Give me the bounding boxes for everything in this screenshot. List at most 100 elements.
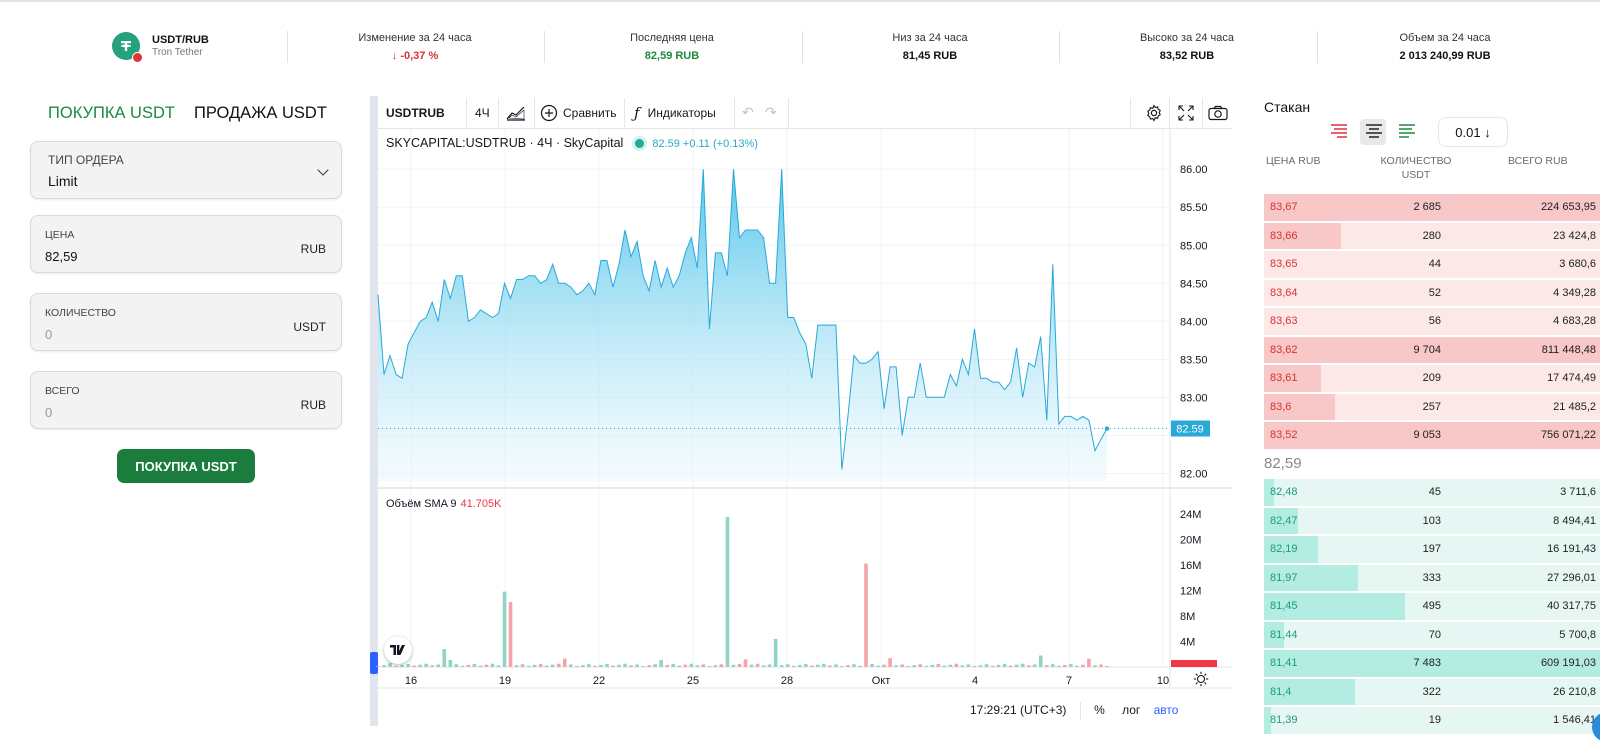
percent-toggle[interactable]: %: [1094, 703, 1105, 718]
ask-row[interactable]: 83,62 9 704 811 448,48: [1264, 336, 1600, 365]
depth-bar: [1264, 194, 1600, 221]
y-tick-label: 83.00: [1180, 392, 1208, 404]
volume-bar: [587, 664, 591, 667]
bid-row[interactable]: 82,19 197 16 191,43: [1264, 535, 1600, 564]
volume-bar: [846, 665, 850, 667]
plus-circle-icon: [540, 104, 558, 121]
orderbook-title: Стакан: [1264, 99, 1311, 115]
compare-button[interactable]: Сравнить: [540, 96, 616, 129]
ask-row[interactable]: 83,52 9 053 756 071,22: [1264, 421, 1600, 450]
indicators-button[interactable]: ƒ Индикаторы: [634, 96, 716, 129]
volume-bar: [466, 664, 471, 667]
row-background: [1264, 308, 1600, 335]
redo-icon[interactable]: ↷: [765, 104, 777, 120]
both-sides-icon[interactable]: [1364, 123, 1384, 141]
coin-selector[interactable]: USDT/RUB Tron Tether: [112, 32, 209, 63]
camera-icon[interactable]: [1208, 96, 1228, 129]
ask-row[interactable]: 83,66 280 23 424,8: [1264, 222, 1600, 251]
volume-bar: [743, 659, 748, 667]
bid-row[interactable]: 81,97 333 27 296,01: [1264, 564, 1600, 593]
price-input[interactable]: 82,59: [45, 249, 78, 264]
volume-bar: [1002, 663, 1007, 667]
ask-row[interactable]: 83,63 56 4 683,28: [1264, 307, 1600, 336]
total-field[interactable]: ВСЕГО 0 RUB: [30, 371, 342, 429]
volume-bar: [990, 665, 995, 667]
volume-bar: [888, 658, 892, 667]
chart-canvas[interactable]: 82.59 86.00 85.50 85.00 84.50 84.00 83.50 83.00…: [370, 96, 1232, 726]
volume-bar: [779, 665, 784, 667]
volume-bar: [1050, 664, 1055, 667]
volume-tick-label: 4M: [1180, 636, 1195, 648]
volume-bar: [659, 659, 663, 667]
volume-bar: [490, 663, 495, 667]
ask-row[interactable]: 83,67 2 685 224 653,95: [1264, 193, 1600, 222]
volume-bar: [502, 591, 507, 667]
depth-bar: [1264, 336, 1600, 363]
chat-widget-button[interactable]: [1592, 712, 1600, 742]
quantity-field[interactable]: КОЛИЧЕСТВО 0 USDT: [30, 293, 342, 351]
row-total: 17 474,49: [1547, 372, 1596, 384]
buy-button[interactable]: ПОКУПКА USDT: [117, 449, 255, 483]
total-input[interactable]: 0: [45, 405, 53, 420]
chart-type-icon[interactable]: [506, 96, 526, 129]
auto-toggle[interactable]: авто: [1153, 703, 1179, 718]
settings-gear-icon[interactable]: [1145, 96, 1163, 129]
tradingview-logo-icon[interactable]: [384, 636, 412, 664]
row-price: 81,45: [1270, 600, 1298, 612]
volume-bar: [840, 666, 844, 667]
volume-bar: [870, 663, 874, 667]
orderbook-view-toggles: [1323, 117, 1423, 147]
symbol-search-button[interactable]: USDTRUB: [386, 105, 445, 120]
row-quantity: 495: [1422, 600, 1441, 612]
log-toggle[interactable]: лог: [1122, 703, 1141, 718]
bids-only-icon[interactable]: [1397, 123, 1417, 141]
row-price: 81,97: [1270, 571, 1298, 584]
volume-bar: [1081, 664, 1085, 667]
volume-bar: [647, 665, 651, 667]
volume-bar: [448, 659, 453, 667]
row-total: 3 711,6: [1560, 486, 1596, 498]
bid-row[interactable]: 82,47 103 8 494,41: [1264, 507, 1600, 536]
undo-icon[interactable]: ↶: [742, 104, 754, 120]
quantity-input[interactable]: 0: [45, 327, 53, 342]
bid-row[interactable]: 82,48 45 3 711,6: [1264, 478, 1600, 507]
bid-row[interactable]: 81,41 7 483 609 191,03: [1264, 649, 1600, 678]
quantity-label: КОЛИЧЕСТВО: [45, 307, 116, 319]
tab-buy[interactable]: ПОКУПКА USDT: [48, 104, 175, 122]
ask-row[interactable]: 83,64 52 4 349,28: [1264, 279, 1600, 308]
depth-bar: [1264, 707, 1271, 734]
expand-toolbar-button[interactable]: [370, 652, 378, 674]
volume-legend: Объём SMA 9 41.705K: [386, 498, 502, 510]
orderbook-bids: 82,48 45 3 711,6 82,47 103 8 494,41 82,19 197 16…: [1264, 478, 1600, 735]
bid-row[interactable]: 81,4 322 26 210,8: [1264, 678, 1600, 707]
row-background: [1264, 507, 1600, 534]
depth-bar: [1264, 507, 1298, 534]
interval-button[interactable]: 4Ч: [475, 105, 490, 120]
ticker-stat-label: Изменение за 24 часа: [358, 32, 472, 44]
bid-row[interactable]: 81,44 70 5 700,8: [1264, 621, 1600, 650]
price-field[interactable]: ЦЕНА 82,59 RUB: [30, 215, 342, 273]
tab-sell[interactable]: ПРОДАЖА USDT: [194, 104, 327, 122]
bid-row[interactable]: 81,45 495 40 317,75: [1264, 592, 1600, 621]
indicators-label: Индикаторы: [647, 105, 716, 120]
volume-bar: [755, 663, 760, 667]
price-step-select[interactable]: 0.01 ↓: [1438, 117, 1508, 147]
volume-bar: [828, 665, 832, 667]
order-type-select[interactable]: ТИП ОРДЕРА Limit: [30, 141, 342, 199]
volume-tick-label: 16M: [1180, 560, 1201, 572]
ask-row[interactable]: 83,6 257 21 485,2: [1264, 393, 1600, 422]
row-total: 8 494,41: [1553, 514, 1596, 527]
ticker-divider: [802, 31, 803, 63]
asks-only-icon[interactable]: [1329, 123, 1349, 141]
volume-bar: [496, 665, 501, 667]
volume-bar: [430, 665, 435, 667]
fullscreen-icon[interactable]: [1178, 96, 1194, 129]
row-total: 4 683,28: [1553, 315, 1596, 327]
bid-row[interactable]: 81,39 19 1 546,41: [1264, 706, 1600, 735]
ask-row[interactable]: 83,65 44 3 680,6: [1264, 250, 1600, 279]
ask-row[interactable]: 83,61 209 17 474,49: [1264, 364, 1600, 393]
volume-bar: [996, 664, 1001, 667]
volume-bar: [436, 664, 441, 667]
volume-bar: [568, 664, 573, 667]
volume-bar: [484, 664, 489, 667]
